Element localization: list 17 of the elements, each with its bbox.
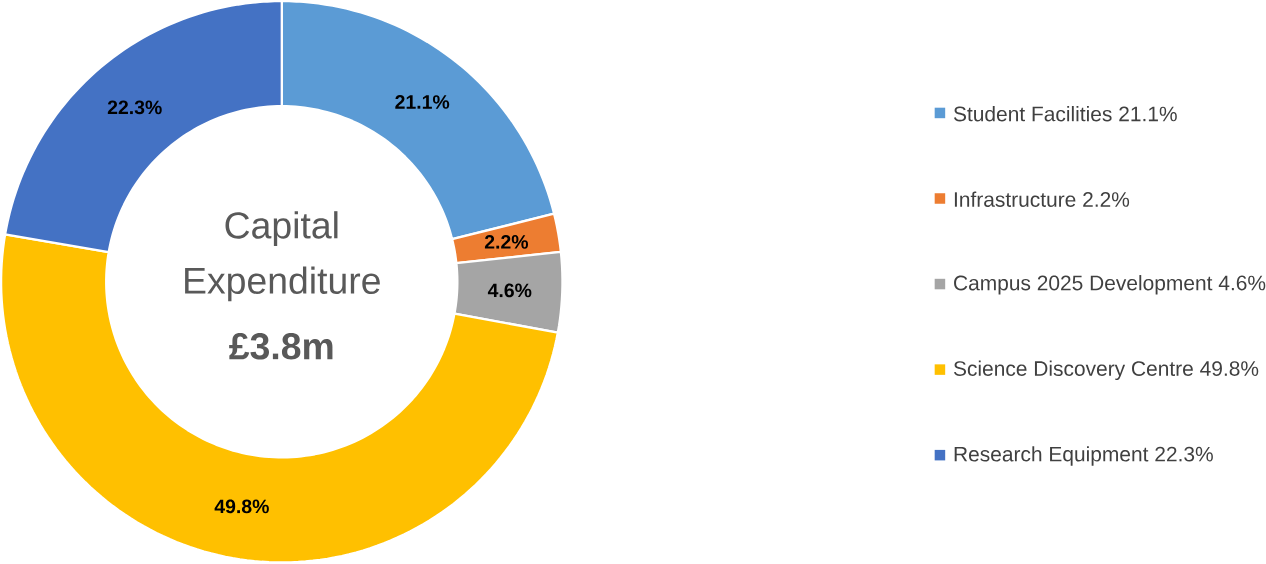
text: 49.8% (1200, 361, 1259, 377)
text: 4.6% (1218, 275, 1266, 291)
legend-label: Student Facilities (953, 106, 1112, 122)
legend-label: Science Discovery Centre (953, 360, 1193, 381)
legend-label: Infrastructure (954, 191, 1076, 208)
text: 21.1% (1119, 106, 1177, 122)
data-label: 49.8% (214, 499, 269, 514)
text: 2.2% (1083, 192, 1130, 208)
legend-label: Campus 2025 Development (954, 275, 1213, 295)
text: £3.8m (229, 333, 333, 360)
data-label: 2.2% (484, 235, 529, 249)
text: 22.3% (1155, 446, 1213, 462)
data-label: 22.3% (107, 100, 162, 115)
text: Capital Expenditure (185, 211, 380, 302)
legend-label: Research Equipment (954, 446, 1149, 466)
data-label: 4.6% (487, 283, 532, 298)
data-label: 21.1% (395, 95, 450, 110)
